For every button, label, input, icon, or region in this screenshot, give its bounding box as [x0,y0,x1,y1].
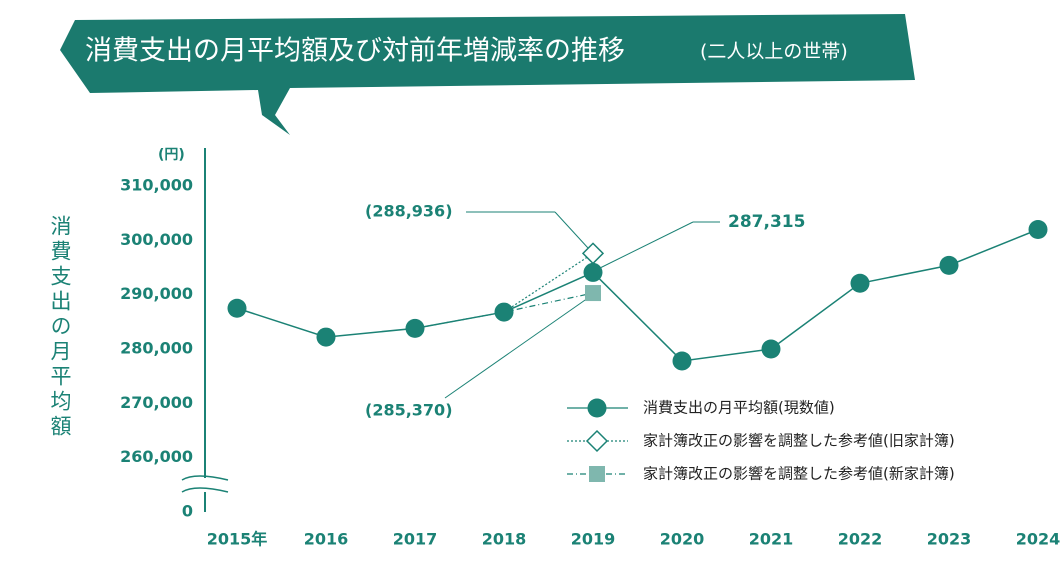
y-tick-label: 0 [182,502,193,521]
leader-line [444,297,589,399]
x-tick-label: 2019 [571,530,616,549]
data-point [583,262,603,282]
y-tick-label: 260,000 [120,447,193,466]
legend-label: 家計簿改正の影響を調整した参考値(新家計簿) [643,465,955,483]
unit-label: (円) [158,147,185,163]
x-tick-label: 2020 [660,530,705,549]
data-point [227,298,247,318]
annotation: 287,315 [728,212,805,232]
annotation: (285,370) [365,401,453,420]
chart-title: 消費支出の月平均額及び対前年増減率の推移 [85,36,625,67]
y-tick-label: 280,000 [120,339,193,358]
x-tick-label: 2015年 [207,530,268,549]
x-tick-label: 2016 [304,530,349,549]
legend-marker [585,429,609,453]
x-tick-label: 2017 [393,530,438,549]
y-tick-label: 310,000 [120,176,193,195]
leader-line [599,221,694,269]
title-banner [60,14,915,135]
x-tick-label: 2024 [1016,530,1061,549]
legend-label: 家計簿改正の影響を調整した参考値(旧家計簿) [643,432,955,450]
legend-label: 消費支出の月平均額(現数値) [643,399,835,417]
data-point [850,273,870,293]
annotation: (288,936) [365,202,453,221]
chart-subtitle: (二人以上の世帯) [700,41,848,63]
x-tick-label: 2018 [482,530,527,549]
legend-marker [589,466,605,482]
axis-break [181,475,229,493]
x-tick-label: 2021 [749,530,794,549]
y-tick-label: 290,000 [120,284,193,303]
series-line [236,228,1039,362]
legend-marker [587,398,607,418]
x-tick-label: 2023 [927,530,972,549]
data-point [672,351,692,371]
y-tick-label: 270,000 [120,393,193,412]
y-axis-label: 消費支出の月平均額 [48,215,72,440]
data-point [585,285,601,302]
series-line [414,252,594,329]
data-point [761,339,781,359]
data-point [405,318,425,338]
x-tick-label: 2022 [838,530,883,549]
series-line [503,292,594,313]
data-point [939,255,959,275]
data-point [581,242,605,265]
data-point [316,327,336,347]
leader-line [554,211,589,249]
data-point [1028,219,1048,239]
y-tick-label: 300,000 [120,230,193,249]
data-point [494,302,514,322]
